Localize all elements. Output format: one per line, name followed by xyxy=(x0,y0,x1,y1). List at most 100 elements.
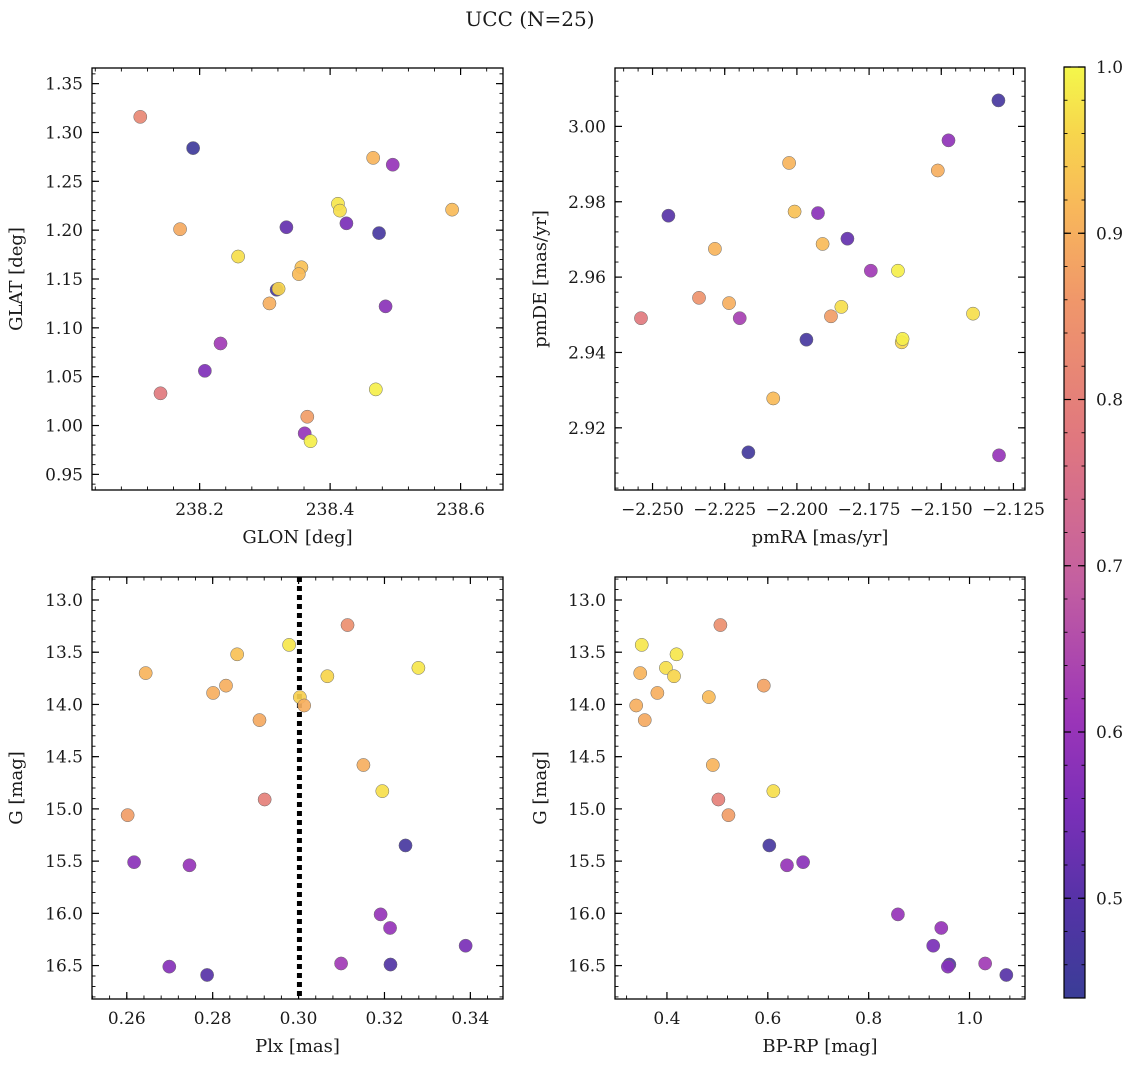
scatter-point xyxy=(661,208,676,223)
scatter-point xyxy=(756,678,771,693)
y-tick-label: 2.96 xyxy=(568,268,606,288)
scatter-point xyxy=(934,921,949,935)
y-tick-label: 13.0 xyxy=(568,591,606,611)
y-tick-label: 1.20 xyxy=(45,221,83,241)
scatter-point xyxy=(796,855,810,870)
y-tick-label: 1.15 xyxy=(45,270,83,290)
scatter-point xyxy=(762,838,777,853)
y-tick-label: 15.0 xyxy=(568,800,606,820)
scatter-point xyxy=(320,669,335,684)
y-tick-label: 1.35 xyxy=(45,75,83,95)
scatter-point xyxy=(940,959,955,974)
scatter-point xyxy=(383,957,398,972)
scatter-point xyxy=(637,713,652,727)
x-tick-label: 1.0 xyxy=(956,1009,983,1029)
scatter-point xyxy=(659,661,673,675)
y-tick-label: 16.5 xyxy=(568,957,606,977)
scatter-point xyxy=(231,249,245,264)
y-axis-label: pmDE [mas/yr] xyxy=(530,210,551,348)
x-axis-label: GLON [deg] xyxy=(242,527,352,548)
y-tick-label: 1.10 xyxy=(45,319,83,339)
x-tick-label: 0.30 xyxy=(280,1009,318,1029)
scatter-point xyxy=(252,713,267,727)
scatter-point xyxy=(669,647,684,662)
plot-frame xyxy=(614,576,1026,1000)
x-tick-label: 0.26 xyxy=(108,1009,146,1029)
panel-parallax-magnitude: 0.26 0.28 0.30 0.32 0.34 13.0 13.5 14.0 14.5 15.0… xyxy=(6,576,504,1057)
x-tick-label: 238.2 xyxy=(175,500,224,520)
scatter-point xyxy=(978,956,993,971)
scatter-point xyxy=(213,336,228,351)
scatter-point xyxy=(633,666,648,680)
scatter-point xyxy=(356,758,371,772)
y-tick-label: 15.5 xyxy=(45,852,83,872)
scatter-point xyxy=(834,300,849,314)
y-axis-label: GLAT [deg] xyxy=(6,227,27,331)
scatter-point xyxy=(162,959,177,974)
scatter-point xyxy=(891,263,905,278)
scatter-point xyxy=(787,204,802,219)
x-axis-label: pmRA [mas/yr] xyxy=(752,527,889,548)
x-tick-label: −2.175 xyxy=(838,500,901,520)
scatter-point xyxy=(741,445,756,460)
scatter-point xyxy=(334,956,348,971)
y-tick-label: 0.95 xyxy=(45,465,83,485)
figure-title: UCC (N=25) xyxy=(465,7,594,31)
y-tick-label: 2.92 xyxy=(568,419,606,439)
x-tick-label: −2.250 xyxy=(621,500,684,520)
x-axis-label: Plx [mas] xyxy=(255,1036,340,1057)
scatter-point xyxy=(206,686,220,700)
scatter-point xyxy=(895,332,910,346)
y-tick-label: 16.0 xyxy=(45,904,83,924)
scatter-point xyxy=(398,838,413,853)
scatter-point xyxy=(799,332,814,347)
scatter-point xyxy=(824,309,838,324)
scatter-point xyxy=(339,216,354,231)
panel-proper-motion: −2.250 −2.225 −2.200 −2.175 −2.150 −2.125 2.92… xyxy=(530,67,1045,548)
y-tick-label: 2.98 xyxy=(568,193,606,213)
scatter-point xyxy=(411,661,426,675)
scatter-point xyxy=(713,618,728,632)
scatter-point xyxy=(840,231,855,246)
scatter-point xyxy=(372,226,386,240)
scatter-point xyxy=(257,792,272,807)
scatter-point xyxy=(120,808,135,823)
y-axis-label: G [mag] xyxy=(6,751,27,824)
colorbar-tick-label: 0.6 xyxy=(1096,723,1123,743)
scatter-point xyxy=(138,666,153,680)
scatter-point xyxy=(629,698,644,713)
x-tick-label: 0.6 xyxy=(754,1009,781,1029)
scatter-point xyxy=(133,109,148,124)
scatter-point xyxy=(153,386,168,401)
scatter-point xyxy=(340,618,355,632)
scatter-point xyxy=(383,921,397,935)
scatter-point xyxy=(182,858,197,873)
scatter-point xyxy=(366,151,381,165)
scatter-point xyxy=(373,907,388,922)
x-tick-label: 0.34 xyxy=(451,1009,489,1029)
scatter-point xyxy=(701,690,716,704)
scatter-point xyxy=(200,968,214,982)
scatter-point xyxy=(891,907,905,922)
x-tick-label: −2.225 xyxy=(693,500,756,520)
scatter-point xyxy=(282,638,296,652)
x-tick-label: −2.150 xyxy=(910,500,973,520)
y-tick-label: 1.05 xyxy=(45,368,83,388)
x-tick-label: 238.6 xyxy=(436,500,485,520)
scatter-point xyxy=(375,784,390,798)
scatter-point xyxy=(692,290,706,305)
x-axis-label: BP-RP [mag] xyxy=(762,1036,877,1057)
scatter-point xyxy=(186,141,200,155)
scatter-point xyxy=(705,758,720,772)
scatter-point xyxy=(378,299,393,314)
y-tick-label: 1.25 xyxy=(45,172,83,192)
scatter-point xyxy=(863,263,878,278)
scatter-point xyxy=(300,409,315,424)
colorbar-tick-label: 0.8 xyxy=(1096,391,1123,411)
y-tick-label: 14.0 xyxy=(45,695,83,715)
scatter-point xyxy=(230,647,245,662)
colorbar-tick-label: 0.9 xyxy=(1096,224,1123,244)
scatter-point xyxy=(941,133,956,148)
scatter-point xyxy=(458,938,473,953)
